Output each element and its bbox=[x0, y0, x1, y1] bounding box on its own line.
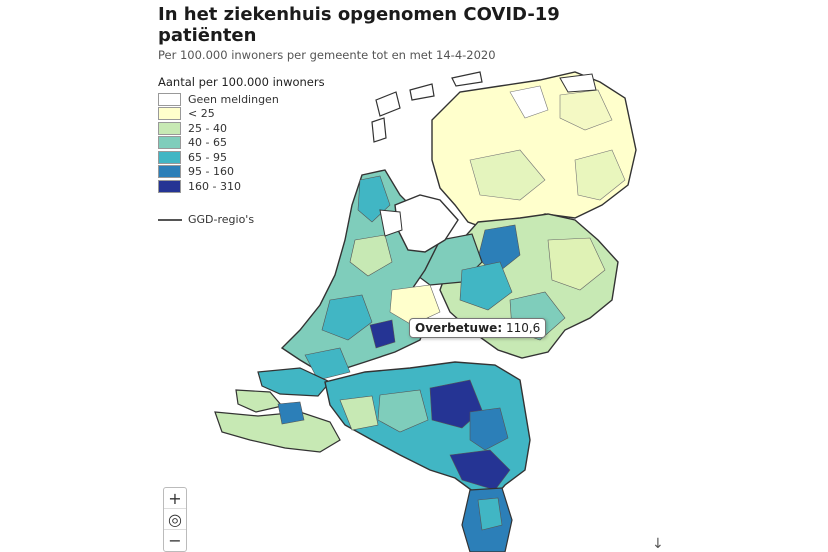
zoom-out-button[interactable]: − bbox=[168, 531, 182, 550]
legend-item: 65 - 95 bbox=[158, 150, 279, 165]
zoom-in-button[interactable]: + bbox=[164, 488, 186, 509]
legend-label: < 25 bbox=[188, 107, 215, 121]
reset-view-button[interactable]: ◎ bbox=[164, 509, 186, 530]
legend-swatch bbox=[158, 150, 181, 164]
map-region-southwest[interactable] bbox=[214, 367, 341, 453]
legend-label: 95 - 160 bbox=[188, 165, 234, 179]
legend-label: 65 - 95 bbox=[188, 150, 227, 164]
legend-boundary: GGD-regio's bbox=[158, 213, 254, 226]
legend-swatch bbox=[158, 165, 181, 179]
legend-label: 25 - 40 bbox=[188, 121, 227, 135]
download-icon[interactable]: ↓ bbox=[652, 536, 664, 552]
legend-swatch bbox=[158, 136, 181, 150]
legend-swatch bbox=[158, 121, 181, 135]
legend-item: 95 - 160 bbox=[158, 165, 279, 180]
legend-label: 160 - 310 bbox=[188, 179, 241, 193]
tooltip-value: 110,6 bbox=[505, 321, 541, 335]
legend-swatch bbox=[158, 179, 181, 193]
lake-markermeer bbox=[379, 209, 403, 237]
legend: Geen meldingen < 25 25 - 40 40 - 65 65 -… bbox=[158, 92, 279, 194]
lake-ijsselmeer bbox=[394, 194, 459, 253]
map-region-north[interactable] bbox=[431, 71, 637, 231]
map-region-islands bbox=[371, 71, 483, 143]
legend-swatch bbox=[158, 107, 181, 121]
page-title: In het ziekenhuis opgenomen COVID-19 pat… bbox=[158, 4, 560, 46]
zoom-controls: + ◎ − bbox=[163, 487, 187, 552]
legend-swatch bbox=[158, 92, 181, 106]
boundary-label: GGD-regio's bbox=[188, 213, 255, 226]
legend-item: 25 - 40 bbox=[158, 121, 279, 136]
legend-title: Aantal per 100.000 inwoners bbox=[158, 75, 325, 89]
legend-item: < 25 bbox=[158, 107, 279, 122]
legend-label: 40 - 65 bbox=[188, 136, 227, 150]
legend-item: 40 - 65 bbox=[158, 136, 279, 151]
boundary-line-sample bbox=[158, 218, 182, 221]
page-subtitle: Per 100.000 inwoners per gemeente tot en… bbox=[158, 48, 496, 62]
tooltip-region: Overbetuwe: bbox=[415, 321, 503, 335]
map-region-east[interactable] bbox=[409, 213, 619, 359]
legend-label: Geen meldingen bbox=[188, 92, 279, 106]
legend-item: 160 - 310 bbox=[158, 179, 279, 194]
legend-item: Geen meldingen bbox=[158, 92, 279, 107]
map-region-south[interactable] bbox=[324, 361, 531, 552]
map-tooltip: Overbetuwe: 110,6 bbox=[409, 318, 547, 338]
